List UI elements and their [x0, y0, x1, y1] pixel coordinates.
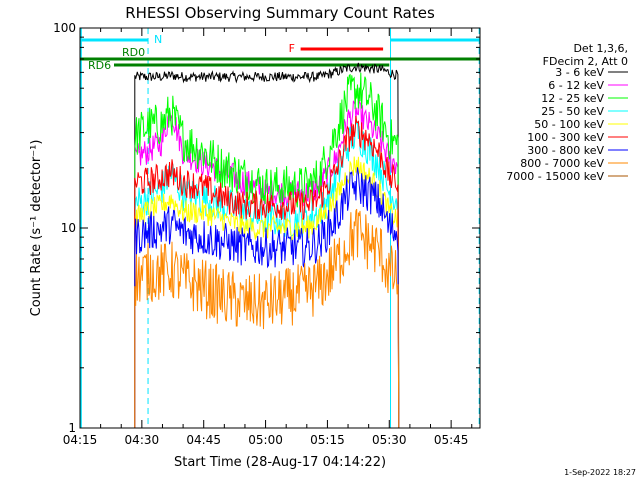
night-label: N: [154, 33, 162, 46]
y-tick-label: 1: [68, 421, 76, 435]
legend-entry: 7000 - 15000 keV: [506, 170, 604, 183]
x-tick-label: 05:15: [310, 433, 345, 447]
x-tick-label: 05:30: [372, 433, 407, 447]
legend-header-1: Det 1,3,6,: [573, 42, 628, 55]
flag-RD6-label: RD6: [88, 59, 111, 72]
legend-entry: 6 - 12 keV: [548, 79, 604, 92]
x-tick-label: 04:15: [63, 433, 98, 447]
y-axis-label: Count Rate (s⁻¹ detector⁻¹): [29, 140, 44, 317]
chart-title: RHESSI Observing Summary Count Rates: [125, 4, 435, 22]
x-axis-label: Start Time (28-Aug-17 04:14:22): [174, 455, 386, 470]
legend-entry: 300 - 800 keV: [527, 144, 604, 157]
data-layer: [134, 62, 400, 429]
legend-entry: 100 - 300 keV: [527, 131, 604, 144]
legend-entry: 25 - 50 keV: [541, 105, 604, 118]
y-tick-label: 10: [61, 221, 76, 235]
timestamp: 1-Sep-2022 18:27: [564, 468, 636, 477]
series-line: [134, 62, 400, 429]
x-tick-label: 04:30: [125, 433, 160, 447]
legend-entry: 3 - 6 keV: [555, 66, 604, 79]
series-line: [134, 115, 400, 429]
x-tick-label: 05:00: [248, 433, 283, 447]
x-tick-label: 04:45: [186, 433, 221, 447]
legend-entry: 50 - 100 keV: [534, 118, 604, 131]
legend-entry: 800 - 7000 keV: [520, 157, 604, 170]
legend-header-2: FDecim 2, Att 0: [543, 55, 628, 68]
series-line: [134, 208, 400, 429]
axes-layer: 04:15 04:30 04:45 05:00 05:15 05:30 05:45 1 10 10…: [53, 21, 480, 447]
x-tick-label: 05:45: [434, 433, 469, 447]
flag-F-label: F: [289, 42, 295, 55]
legend-entry: 12 - 25 keV: [541, 92, 604, 105]
series-line: [134, 167, 400, 429]
series-line: [134, 72, 400, 429]
flag-RD0-label: RD0: [122, 46, 145, 59]
y-tick-label: 100: [53, 21, 76, 35]
